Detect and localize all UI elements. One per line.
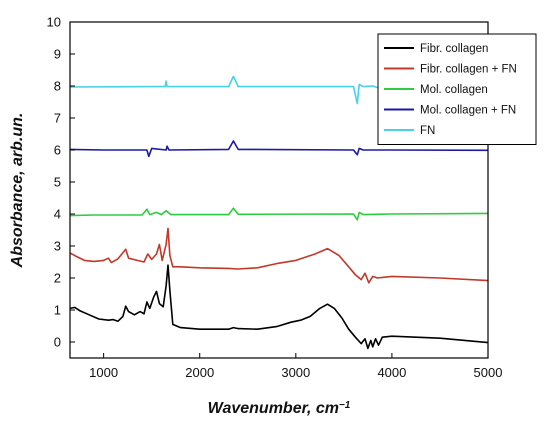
series-line-3 (69, 140, 489, 158)
plot-frame (69, 21, 489, 359)
y-tick-label-6: 6 (54, 143, 61, 158)
legend: Fibr. collagen Fibr. collagen + FN Mol. co… (377, 33, 537, 145)
series-line-4 (69, 75, 489, 105)
y-tick-label-2: 2 (54, 271, 61, 286)
y-tick-label-9: 9 (54, 47, 61, 62)
y-tick-label-3: 3 (54, 239, 61, 254)
y-tick-label-5: 5 (54, 175, 61, 190)
series-layer (69, 75, 489, 350)
legend-label-3: Mol. collagen + FN (420, 105, 516, 117)
legend-label-0: Fibr. collagen (420, 43, 488, 55)
x-tick-label-0: 1000 (89, 365, 118, 380)
y-axis-title: Absorbance, arb.un. (9, 113, 26, 269)
legend-label-1: Fibr. collagen + FN (420, 64, 517, 76)
x-tick-label-2: 3000 (281, 365, 310, 380)
x-axis-title-main: Wavenumber, cm (208, 400, 339, 417)
x-tick-label-1: 2000 (185, 365, 214, 380)
y-tick-label-0: 0 (54, 335, 61, 350)
series-line-0 (69, 264, 489, 350)
x-axis-title-sup: −1 (339, 400, 351, 411)
x-tick-label-3: 4000 (377, 365, 406, 380)
x-axis-title: Wavenumber, cm−1 (208, 400, 351, 418)
y-tick-label-10: 10 (47, 15, 61, 30)
y-tick-label-7: 7 (54, 111, 61, 126)
legend-label-4: FN (420, 125, 435, 137)
y-tick-label-1: 1 (54, 303, 61, 318)
series-line-2 (69, 207, 489, 221)
legend-label-2: Mol. collagen (420, 84, 488, 96)
x-tick-label-4: 5000 (474, 365, 503, 380)
y-tick-label-4: 4 (54, 207, 61, 222)
y-tick-label-8: 8 (54, 79, 61, 94)
ticks-layer: 1000 2000 3000 4000 5000 0 1 2 3 4 5 6 7 8 9 10 (47, 15, 503, 381)
series-line-1 (69, 227, 489, 284)
